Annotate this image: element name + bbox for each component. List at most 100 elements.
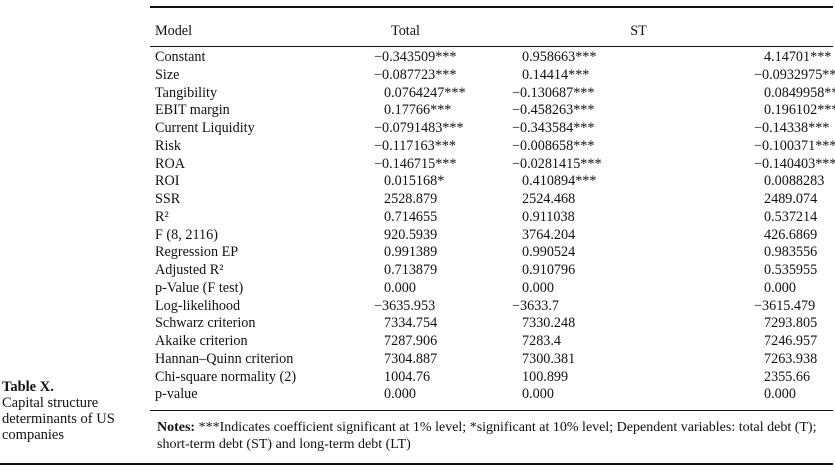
cell-value: 0.0849958*** xyxy=(764,84,835,101)
cell-value: −0.343584*** xyxy=(512,120,595,136)
cell-value: 0.714655 xyxy=(384,208,438,225)
cell-st: 0.911038 xyxy=(491,209,724,227)
cell-value: 0.713879 xyxy=(384,262,438,278)
table-caption-text: Capital structure determinants of US com… xyxy=(2,395,115,443)
cell-value: 0.537214 xyxy=(764,208,818,225)
cell-value: 7287.906 xyxy=(384,333,438,349)
table-row: EBIT margin 0.17766*** −0.458263*** 0.19610… xyxy=(155,102,835,120)
row-label: Adjusted R² xyxy=(155,262,224,278)
cell-value: −0.0932975*** xyxy=(754,66,835,83)
cell-total: 0.714655 xyxy=(320,209,491,227)
cell-lt: 7246.957 xyxy=(724,333,835,351)
cell-lt: 2355.66 xyxy=(724,369,835,387)
notes-text: ***Indicates coefficient significant at … xyxy=(157,420,817,452)
cell-value: 100.899 xyxy=(522,368,569,385)
cell-value: 0.015168* xyxy=(384,173,445,190)
row-label: ROI xyxy=(155,173,180,190)
cell-value: −3633.7 xyxy=(512,297,560,314)
cell-value: 0.983556 xyxy=(764,244,818,261)
cell-st: 100.899 xyxy=(491,369,724,387)
cell-lt: 2489.074 xyxy=(724,191,835,209)
cell-total: −3635.953 xyxy=(320,298,491,316)
table-notes: Notes: ***Indicates coefficient signific… xyxy=(157,420,832,453)
cell-value: 7246.957 xyxy=(764,333,818,349)
cell-total: 920.5939 xyxy=(320,227,491,245)
cell-st: −0.130687*** xyxy=(491,85,724,103)
cell-value: 4.14701*** xyxy=(764,49,832,65)
cell-value: −0.117163*** xyxy=(374,137,456,154)
cell-value: 0.196102*** xyxy=(764,102,835,119)
cell-lt: 426.6869 xyxy=(724,227,835,245)
cell-value: 920.5939 xyxy=(384,226,438,243)
row-label: R² xyxy=(155,208,169,225)
cell-value: 426.6869 xyxy=(764,226,818,243)
cell-lt: −0.0932975*** xyxy=(724,67,835,85)
cell-value: 7334.754 xyxy=(384,315,438,332)
table-row: F (8, 2116) 920.5939 3764.204 426.6869 xyxy=(155,227,835,245)
table-row: Hannan–Quinn criterion 7304.887 7300.381 72… xyxy=(155,351,835,369)
table-row: Chi-square normality (2) 1004.76 100.899 23… xyxy=(155,369,835,387)
cell-st: 0.410894*** xyxy=(491,173,724,191)
cell-st: −0.343584*** xyxy=(491,120,724,138)
cell-value: −0.087723*** xyxy=(374,66,457,83)
cell-total: 0.0764247*** xyxy=(320,85,491,103)
row-label: Size xyxy=(155,66,180,83)
cell-value: 1004.76 xyxy=(384,368,431,385)
cell-lt: −0.14338*** xyxy=(724,120,835,138)
cell-total: −0.0791483*** xyxy=(320,120,491,138)
cell-value: 2528.879 xyxy=(384,191,438,207)
row-label: Hannan–Quinn criterion xyxy=(155,350,294,367)
cell-value: 0.000 xyxy=(764,279,796,296)
cell-st: 7300.381 xyxy=(491,351,724,369)
cell-lt: −0.140403*** xyxy=(724,156,835,174)
cell-total: −0.087723*** xyxy=(320,67,491,85)
notes-label: Notes: xyxy=(157,420,196,435)
cell-value: 0.000 xyxy=(764,386,796,403)
row-label: Risk xyxy=(155,137,182,154)
cell-lt: 7263.938 xyxy=(724,351,835,369)
table-header-row: Model Total ST LT xyxy=(155,19,835,43)
cell-lt: 4.14701*** xyxy=(724,49,835,67)
table-row: Constant −0.343509*** 0.958663*** 4.14701**… xyxy=(155,49,835,67)
header-model: Model xyxy=(155,23,193,39)
cell-value: −0.343509*** xyxy=(374,49,457,65)
cell-value: 2355.66 xyxy=(764,368,811,385)
cell-value: 0.000 xyxy=(384,279,416,296)
table-row: Current Liquidity −0.0791483*** −0.343584*… xyxy=(155,120,835,138)
cell-value: 0.410894*** xyxy=(522,173,597,190)
cell-st: 0.910796 xyxy=(491,262,724,280)
bottom-rule xyxy=(0,463,833,465)
table-row: Schwarz criterion 7334.754 7330.248 7293.80… xyxy=(155,315,835,333)
cell-value: 7293.805 xyxy=(764,315,818,332)
cell-value: 0.14414*** xyxy=(522,66,590,83)
cell-total: −0.146715*** xyxy=(320,156,491,174)
cell-value: 0.991389 xyxy=(384,244,438,261)
cell-total: 1004.76 xyxy=(320,369,491,387)
table-row: Regression EP 0.991389 0.990524 0.983556 xyxy=(155,244,835,262)
cell-value: −0.458263*** xyxy=(512,102,595,119)
header-rule xyxy=(150,46,833,47)
cell-total: 7304.887 xyxy=(320,351,491,369)
cell-lt: 0.535955 xyxy=(724,262,835,280)
cell-lt: 0.000 xyxy=(724,280,835,298)
cell-total: 0.000 xyxy=(320,386,491,404)
cell-lt: 0.537214 xyxy=(724,209,835,227)
cell-lt: 7293.805 xyxy=(724,315,835,333)
row-label: Schwarz criterion xyxy=(155,315,256,332)
cell-lt: 0.983556 xyxy=(724,244,835,262)
cell-value: 0.911038 xyxy=(522,208,575,225)
row-label: SSR xyxy=(155,191,181,207)
cell-lt: −0.100371*** xyxy=(724,138,835,156)
cell-total: 7334.754 xyxy=(320,315,491,333)
cell-value: −0.0791483*** xyxy=(374,120,464,136)
cell-value: 7304.887 xyxy=(384,350,438,367)
table-row: ROI 0.015168* 0.410894*** 0.0088283 xyxy=(155,173,835,191)
table-row: Log-likelihood −3635.953 −3633.7 −3615.479 xyxy=(155,298,835,316)
row-label: Log-likelihood xyxy=(155,297,241,314)
cell-value: 7283.4 xyxy=(522,333,562,349)
cell-st: −3633.7 xyxy=(491,298,724,316)
cell-lt: 0.0088283 xyxy=(724,173,835,191)
cell-value: 0.990524 xyxy=(522,244,576,261)
table-row: R² 0.714655 0.911038 0.537214 xyxy=(155,209,835,227)
table-row: Risk −0.117163*** −0.008658*** −0.100371*** xyxy=(155,138,835,156)
